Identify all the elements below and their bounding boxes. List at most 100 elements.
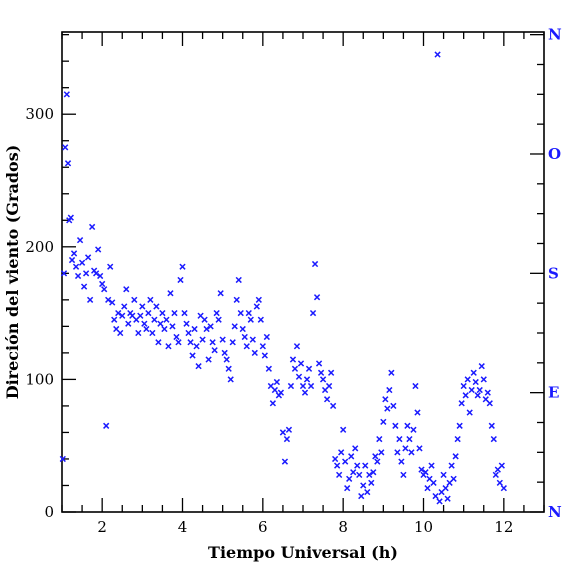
data-point — [466, 409, 473, 416]
data-point — [458, 400, 465, 407]
data-point — [456, 422, 463, 429]
data-point — [74, 272, 82, 280]
data-point — [135, 329, 142, 337]
x-tick-label: 6 — [258, 518, 268, 536]
data-point — [269, 400, 277, 407]
data-point — [155, 339, 162, 346]
data-point — [289, 356, 297, 363]
data-point — [334, 462, 341, 469]
data-point — [295, 373, 303, 380]
data-point — [486, 400, 493, 407]
data-point — [332, 455, 339, 463]
data-point — [219, 336, 226, 343]
data-point — [468, 386, 475, 394]
data-point — [149, 329, 156, 337]
axis-ticks — [61, 32, 545, 513]
data-point — [231, 323, 238, 330]
x-tick-label: 4 — [178, 518, 188, 536]
data-point — [239, 325, 246, 333]
data-point — [187, 339, 194, 346]
data-point — [157, 320, 164, 327]
data-point — [476, 386, 483, 394]
data-point — [169, 323, 176, 330]
data-point — [336, 471, 343, 479]
y-tick-label: 200 — [25, 238, 54, 256]
data-point — [285, 426, 293, 433]
data-point — [60, 270, 68, 277]
data-point — [392, 422, 399, 429]
data-point — [398, 458, 405, 465]
data-points — [59, 51, 507, 505]
data-point — [103, 422, 110, 429]
data-point — [145, 309, 152, 317]
data-point — [454, 435, 461, 443]
data-point — [243, 343, 250, 350]
compass-label: N — [548, 26, 562, 44]
data-point — [418, 466, 425, 473]
data-point — [436, 498, 443, 505]
data-point — [356, 471, 363, 479]
data-point — [221, 349, 228, 357]
data-point — [378, 449, 385, 456]
data-point — [273, 378, 281, 386]
data-point — [86, 296, 94, 303]
data-point — [115, 309, 122, 317]
data-point — [432, 492, 439, 500]
data-point — [117, 329, 124, 337]
data-point — [338, 449, 345, 456]
data-point — [253, 303, 260, 310]
data-point — [384, 405, 391, 412]
data-point — [422, 469, 429, 476]
data-point — [80, 283, 88, 290]
data-point — [311, 260, 319, 268]
data-point — [440, 471, 447, 479]
data-point — [498, 462, 505, 469]
data-point — [161, 325, 168, 333]
data-point — [82, 270, 90, 277]
data-point — [319, 376, 327, 383]
data-point — [207, 323, 214, 330]
data-point — [107, 263, 114, 270]
data-point — [199, 336, 206, 343]
data-point — [233, 296, 240, 303]
data-point — [265, 365, 272, 372]
data-point — [372, 453, 379, 460]
data-point — [323, 396, 331, 403]
data-point — [464, 376, 471, 383]
data-point — [500, 485, 507, 492]
data-point — [247, 316, 254, 323]
data-point — [141, 320, 148, 327]
data-point — [64, 160, 72, 167]
data-point — [97, 272, 104, 280]
data-point — [315, 360, 323, 367]
data-point — [249, 336, 256, 343]
data-point — [293, 343, 301, 350]
data-point — [167, 290, 174, 297]
data-point — [255, 296, 262, 303]
data-point — [342, 458, 349, 465]
data-point — [488, 422, 495, 429]
data-point — [193, 343, 200, 350]
y-axis-title: Direción del viento (Grados) — [3, 145, 22, 400]
data-point — [470, 369, 477, 376]
y-tick-label: 300 — [25, 105, 54, 123]
data-point — [354, 462, 361, 469]
data-point — [62, 144, 69, 151]
data-point — [299, 382, 307, 390]
compass-label: E — [548, 384, 559, 402]
data-point — [147, 296, 154, 303]
data-point — [223, 356, 230, 363]
data-point — [93, 270, 100, 277]
data-point — [376, 435, 383, 443]
data-point — [388, 369, 395, 376]
data-point — [215, 316, 222, 323]
data-point — [95, 246, 102, 253]
data-point — [173, 333, 180, 341]
data-point — [245, 309, 252, 317]
data-point — [78, 259, 86, 266]
data-point — [105, 296, 112, 303]
data-point — [237, 309, 244, 317]
data-point — [257, 316, 264, 323]
data-point — [179, 263, 186, 270]
data-point — [185, 329, 192, 337]
